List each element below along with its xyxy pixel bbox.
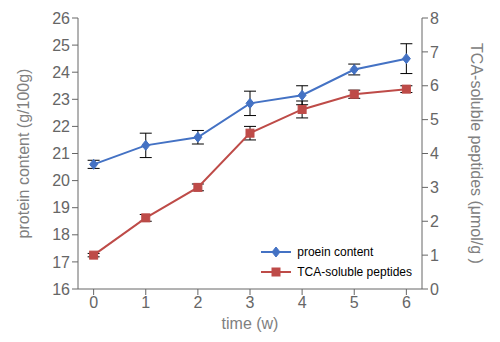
svg-text:1: 1 (430, 247, 439, 264)
svg-text:6: 6 (402, 294, 411, 311)
svg-text:17: 17 (52, 254, 70, 271)
svg-text:7: 7 (430, 44, 439, 61)
svg-text:23: 23 (52, 91, 70, 108)
svg-text:3: 3 (246, 294, 255, 311)
svg-text:16: 16 (52, 281, 70, 298)
svg-text:TCA-soluble peptides (μmol/g ): TCA-soluble peptides (μmol/g ) (468, 43, 485, 264)
svg-text:2: 2 (193, 294, 202, 311)
svg-text:22: 22 (52, 118, 70, 135)
svg-text:20: 20 (52, 172, 70, 189)
svg-text:25: 25 (52, 37, 70, 54)
svg-text:protein content (g/100g): protein content (g/100g) (15, 69, 32, 239)
svg-text:3: 3 (430, 179, 439, 196)
svg-text:5: 5 (350, 294, 359, 311)
svg-text:4: 4 (298, 294, 307, 311)
svg-text:6: 6 (430, 77, 439, 94)
svg-text:1: 1 (141, 294, 150, 311)
html-text:TCA-soluble peptides: TCA-soluble peptides (297, 265, 412, 279)
html-text:proein content: proein content (297, 245, 374, 259)
svg-text:5: 5 (430, 111, 439, 128)
svg-text:time (w): time (w) (222, 315, 279, 332)
svg-text:0: 0 (89, 294, 98, 311)
svg-text:26: 26 (52, 10, 70, 27)
svg-text:2: 2 (430, 213, 439, 230)
svg-text:0: 0 (430, 281, 439, 298)
svg-text:8: 8 (430, 10, 439, 27)
svg-text:19: 19 (52, 199, 70, 216)
svg-text:24: 24 (52, 64, 70, 81)
svg-text:21: 21 (52, 145, 70, 162)
svg-text:4: 4 (430, 145, 439, 162)
svg-text:18: 18 (52, 226, 70, 243)
